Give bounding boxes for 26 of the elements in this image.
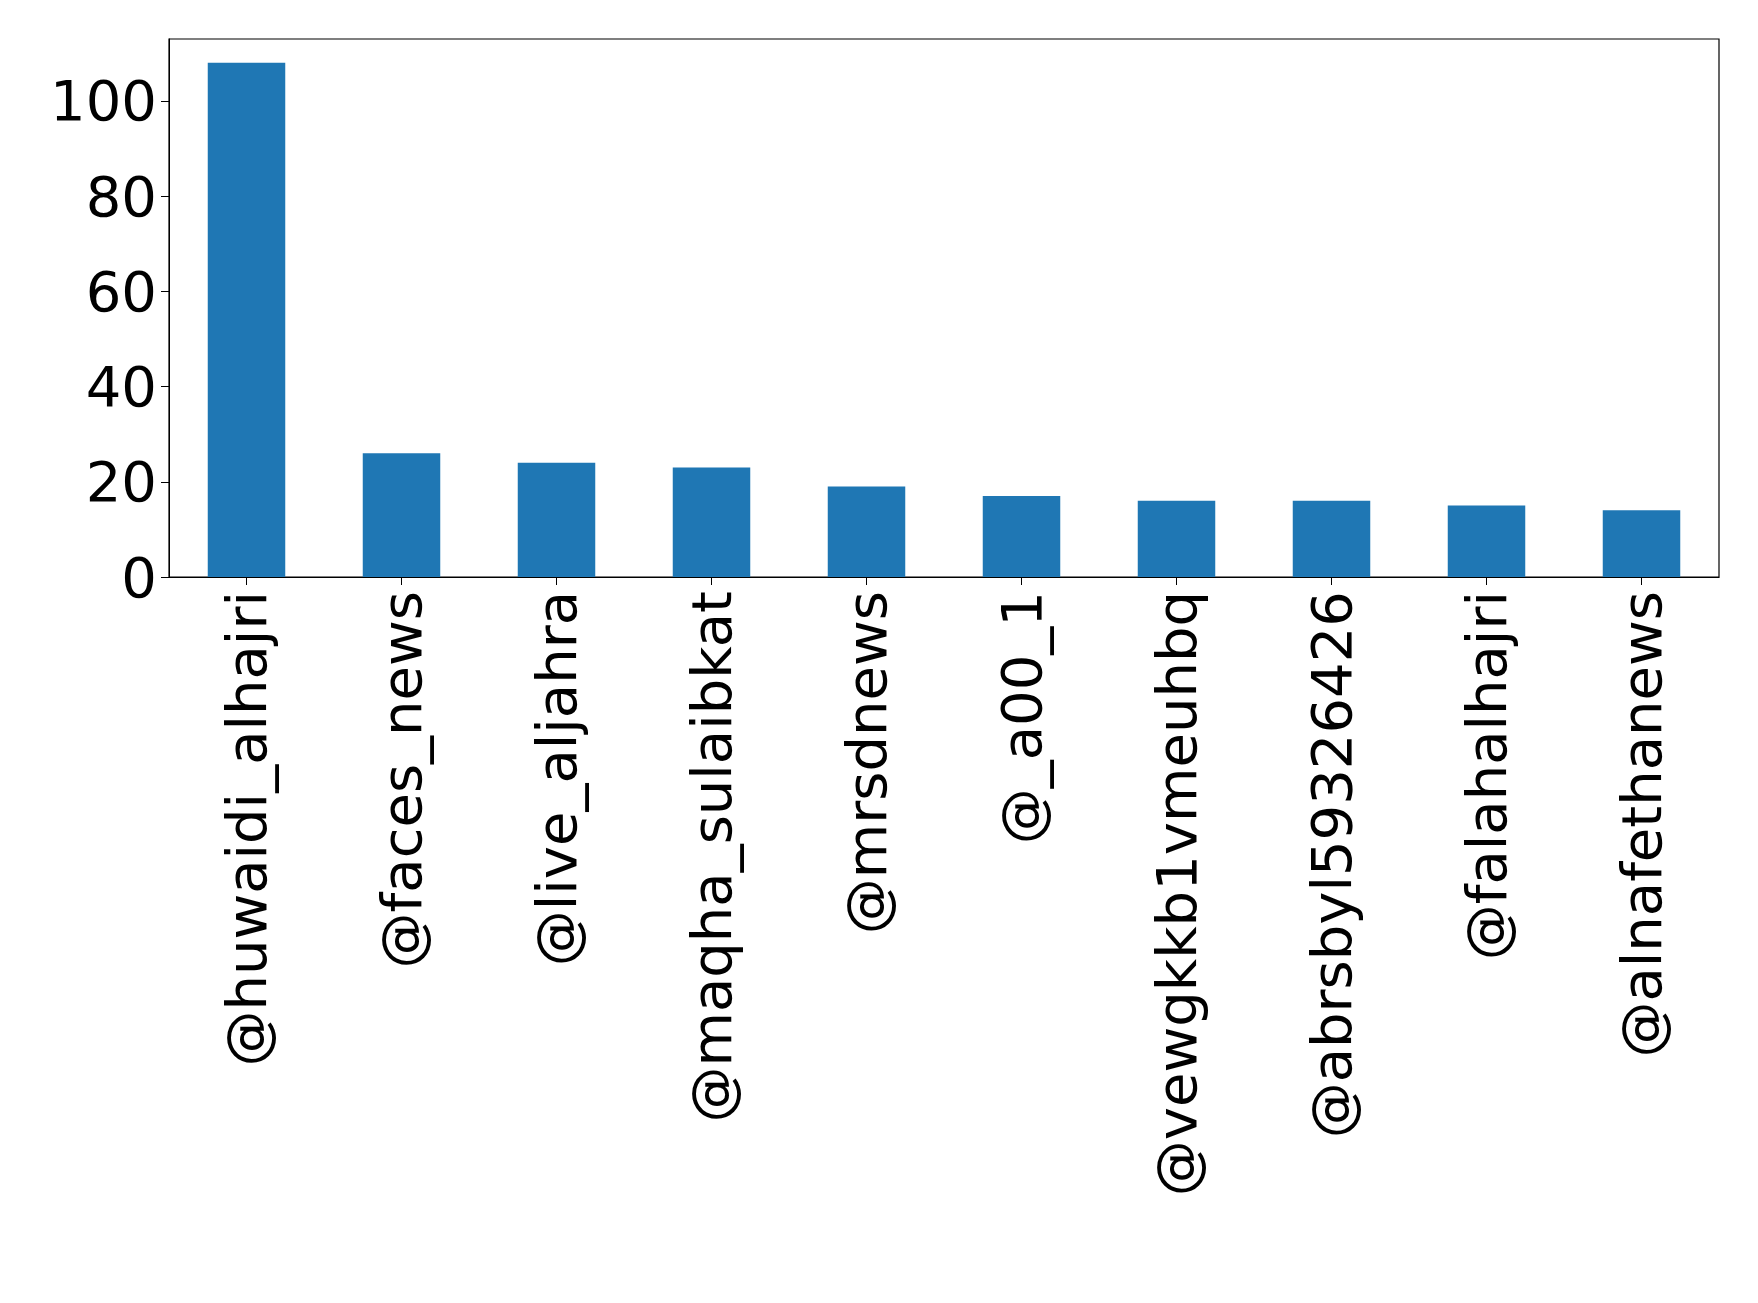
bar (517, 462, 596, 577)
y-tick-label: 20 (85, 449, 157, 515)
x-tick-label: @live_aljahra (524, 591, 589, 967)
y-tick-label: 40 (85, 354, 157, 420)
bar (982, 496, 1061, 577)
bar (1137, 500, 1216, 577)
x-tick-label: @faces_news (369, 591, 434, 969)
x-tick-label: @maqha_sulaibkat (679, 591, 744, 1123)
x-tick-label: @huwaidi_alhajri (214, 591, 279, 1067)
x-tick-label: @falahalhajri (1454, 591, 1519, 961)
bar (1292, 500, 1371, 577)
bar (207, 62, 286, 577)
x-tick-label: @abrsbyl59326426 (1299, 591, 1364, 1139)
bar (1447, 505, 1526, 577)
x-tick-label: @vewgkkb1vmeuhbq (1144, 591, 1209, 1197)
x-tick-label: @mrsdnews (834, 591, 899, 935)
x-tick-label: @alnafethanews (1609, 591, 1674, 1058)
bar (827, 486, 906, 577)
bar (672, 467, 751, 577)
y-tick-label: 80 (85, 163, 157, 229)
bar (362, 453, 441, 577)
y-tick-label: 100 (50, 68, 157, 134)
bar (1602, 510, 1681, 577)
x-tick-label: @_a00_1 (989, 591, 1054, 845)
y-tick-label: 60 (85, 258, 157, 324)
y-tick-label: 0 (121, 544, 157, 610)
